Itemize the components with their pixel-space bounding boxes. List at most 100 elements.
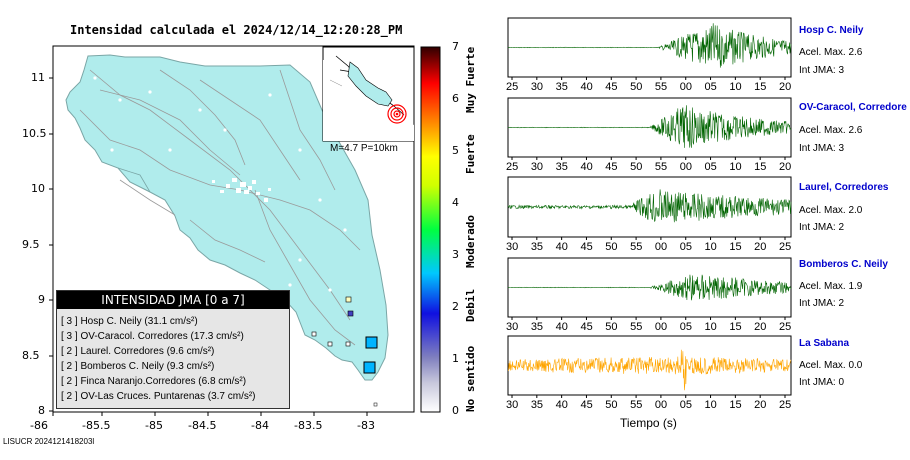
colorbar-tick: 7 <box>452 40 459 53</box>
trace-xtick-label: 35 <box>555 161 568 173</box>
trace-xtick-label: 45 <box>580 241 593 253</box>
trace-xtick-label: 50 <box>630 161 643 173</box>
map-xtick: -85 <box>145 419 163 432</box>
trace-xtick-label: 05 <box>679 399 692 411</box>
trace-xtick-label: 50 <box>605 241 618 253</box>
map-xtick: -85.5 <box>82 419 111 432</box>
map-ytick: 9 <box>38 293 45 306</box>
map-ytick: 10 <box>31 182 45 195</box>
trace-xtick-label: 50 <box>605 399 618 411</box>
trace-xtick-label: 30 <box>530 161 544 173</box>
legend-row: [ 3 ] Hosp C. Neily (31.1 cm/s²) <box>61 316 198 327</box>
trace-xtick-label: 00 <box>654 399 668 411</box>
trace-xtick-label: 55 <box>654 161 668 173</box>
colorbar-tick: 2 <box>452 300 459 313</box>
road-network <box>79 69 361 346</box>
trace-xtick-label: 45 <box>580 399 593 411</box>
map-xtick: -84.5 <box>188 419 217 432</box>
city-cluster <box>212 178 271 202</box>
station-markers <box>311 296 378 407</box>
legend-row: [ 2 ] Finca Naranjo.Corredores (6.8 cm/s… <box>61 376 247 387</box>
legend-row: [ 3 ] OV-Caracol. Corredores (17.3 cm/s²… <box>61 331 244 342</box>
trace-station-name: La Sabana <box>799 338 850 349</box>
map-ytick: 8.5 <box>22 349 40 362</box>
trace-jma: Int JMA: 3 <box>799 65 845 76</box>
trace-station-name: Laurel, Corredores <box>799 182 889 193</box>
legend-row: [ 2 ] OV-Las Cruces. Puntarenas (3.7 cm/… <box>61 391 256 402</box>
trace-xtick-label: 20 <box>779 81 792 93</box>
trace-xtick-label: 35 <box>530 241 544 253</box>
trace-xtick-label: 00 <box>679 81 692 93</box>
trace-xtick-label: 10 <box>704 399 717 411</box>
map-xtick: -83.5 <box>294 419 323 432</box>
colorbar-tick: 5 <box>452 144 459 157</box>
legend-row: [ 2 ] Bomberos C. Neily (9.3 cm/s²) <box>61 361 215 372</box>
trace-xtick-label: 40 <box>555 241 568 253</box>
colorbar-tick: 3 <box>452 248 459 261</box>
map-ytick: 11 <box>31 71 45 84</box>
trace-xtick-label: 55 <box>630 241 643 253</box>
seismogram-trace <box>508 274 792 301</box>
trace-xtick-label: 15 <box>754 81 767 93</box>
trace-xtick-label: 55 <box>630 399 643 411</box>
trace-xtick-label: 55 <box>630 321 643 333</box>
trace-xtick-label: 05 <box>704 161 717 173</box>
colorbar-category-label: Muy Fuerte <box>464 46 477 113</box>
trace-xtick-label: 15 <box>729 241 742 253</box>
trace-jma: Int JMA: 0 <box>799 377 845 388</box>
trace-station-name: Hosp C. Neily <box>799 25 864 36</box>
trace-xtick-label: 50 <box>630 81 643 93</box>
map-ytick: 8 <box>38 404 45 417</box>
trace-accel: Acel. Max. 2.6 <box>799 47 863 58</box>
costa-rica-land <box>65 54 389 381</box>
trace-xtick-label: 30 <box>506 321 519 333</box>
colorbar <box>420 46 441 413</box>
trace-accel: Acel. Max. 1.9 <box>799 281 863 292</box>
colorbar-category-label: Fuerte <box>464 134 477 174</box>
trace-xtick-label: 20 <box>754 321 767 333</box>
epicenter-ring-outer <box>387 104 407 124</box>
seismogram-trace <box>507 105 792 148</box>
map-xtick: -86 <box>30 419 48 432</box>
trace-jma: Int JMA: 2 <box>799 222 845 233</box>
trace-xtick-label: 30 <box>506 241 519 253</box>
trace-jma: Int JMA: 3 <box>799 143 845 154</box>
trace-xtick-label: 15 <box>729 321 742 333</box>
colorbar-category-label: Debil <box>464 288 477 322</box>
trace-xtick-label: 15 <box>729 399 742 411</box>
seismogram-trace <box>507 349 792 391</box>
trace-xtick-label: 10 <box>729 161 742 173</box>
x-axis-label: Tiempo (s) <box>620 416 677 430</box>
trace-xtick-label: 35 <box>530 321 544 333</box>
trace-xtick-label: 40 <box>580 161 593 173</box>
trace-xtick-label: 25 <box>506 161 519 173</box>
map-ytick: 10.5 <box>22 127 47 140</box>
trace-xtick-label: 15 <box>754 161 767 173</box>
trace-xtick-label: 40 <box>555 321 568 333</box>
trace-xtick-label: 00 <box>679 161 692 173</box>
colorbar-tick: 4 <box>452 196 459 209</box>
colorbar-tick: 6 <box>452 92 459 105</box>
trace-station-name: Bomberos C. Neily <box>799 259 888 270</box>
towns <box>93 76 347 292</box>
trace-xtick-label: 30 <box>506 399 519 411</box>
trace-xtick-label: 05 <box>679 321 692 333</box>
legend-header: INTENSIDAD JMA [0 a 7] <box>57 291 289 309</box>
map-xtick: -83 <box>357 419 375 432</box>
trace-xtick-label: 20 <box>754 241 767 253</box>
footer-id: LISUCR 2024121418203l <box>3 437 95 446</box>
colorbar-category-label: Moderado <box>464 215 477 268</box>
trace-xtick-label: 20 <box>754 399 767 411</box>
trace-xtick-label: 25 <box>779 399 792 411</box>
trace-xtick-label: 00 <box>654 241 668 253</box>
trace-xtick-label: 40 <box>580 81 593 93</box>
trace-xtick-label: 10 <box>704 321 717 333</box>
trace-xtick-label: 45 <box>605 81 618 93</box>
seismogram-trace <box>507 189 792 223</box>
map-title: Intensidad calculada el 2024/12/14_12:20… <box>70 23 403 37</box>
map-ytick: 9.5 <box>22 238 40 251</box>
trace-jma: Int JMA: 2 <box>799 298 845 309</box>
trace-station-name: OV-Caracol, Corredore <box>799 102 907 113</box>
trace-xtick-label: 55 <box>654 81 668 93</box>
trace-xtick-label: 45 <box>605 161 618 173</box>
